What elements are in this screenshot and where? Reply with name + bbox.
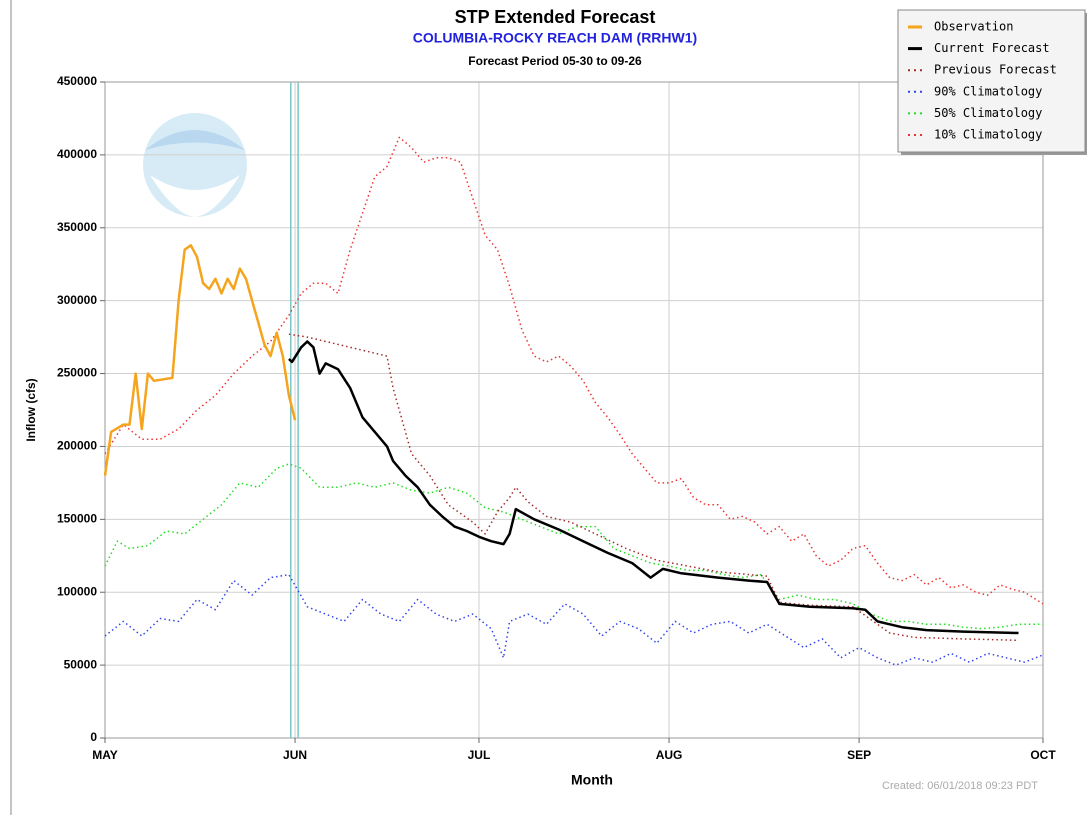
x-tick-label: OCT	[1030, 748, 1056, 762]
y-tick-label: 450000	[57, 74, 97, 88]
y-tick-label: 250000	[57, 366, 97, 380]
legend: Observation Current Forecast Previous Fore…	[897, 9, 1087, 155]
y-axis-label: Inflow (cfs)	[24, 378, 38, 441]
x-tick-label: JUN	[283, 748, 307, 762]
y-tick-label: 100000	[57, 584, 97, 598]
x-tick-label: SEP	[847, 748, 871, 762]
noaa-logo	[143, 113, 247, 217]
series-line	[104, 463, 1043, 630]
series-line	[104, 573, 1044, 666]
legend-label: Observation	[934, 20, 1013, 34]
y-tick-label: 350000	[57, 220, 97, 234]
created-note: Created: 06/01/2018 09:23 PDT	[882, 780, 1038, 792]
y-tick-label: 0	[90, 730, 97, 744]
chart-subtitle: COLUMBIA-ROCKY REACH DAM (RRHW1)	[413, 30, 697, 46]
forecast-period: Forecast Period 05-30 to 09-26	[468, 54, 642, 68]
series-line	[104, 136, 1044, 605]
legend-label: 50% Climatology	[934, 106, 1042, 120]
y-tick-label: 200000	[57, 439, 97, 453]
legend-label: Previous Forecast	[934, 63, 1057, 77]
series-line	[103, 244, 297, 476]
legend-label: 10% Climatology	[934, 128, 1042, 142]
x-axis-label: Month	[571, 772, 613, 788]
series-line	[288, 340, 1019, 635]
grid	[104, 81, 1044, 739]
x-tick-label: JUL	[468, 748, 491, 762]
x-tick-label: AUG	[656, 748, 683, 762]
y-tick-label: 400000	[57, 147, 97, 161]
x-tick-label: MAY	[92, 748, 118, 762]
y-tick-label: 300000	[57, 293, 97, 307]
series-line	[288, 333, 1019, 642]
chart-title: STP Extended Forecast	[455, 7, 656, 27]
legend-label: 90% Climatology	[934, 84, 1042, 98]
y-tick-label: 50000	[64, 657, 98, 671]
plot-frame	[104, 81, 1044, 739]
legend-label: Current Forecast	[934, 41, 1050, 55]
y-tick-label: 150000	[57, 512, 97, 526]
legend-box	[897, 9, 1086, 153]
